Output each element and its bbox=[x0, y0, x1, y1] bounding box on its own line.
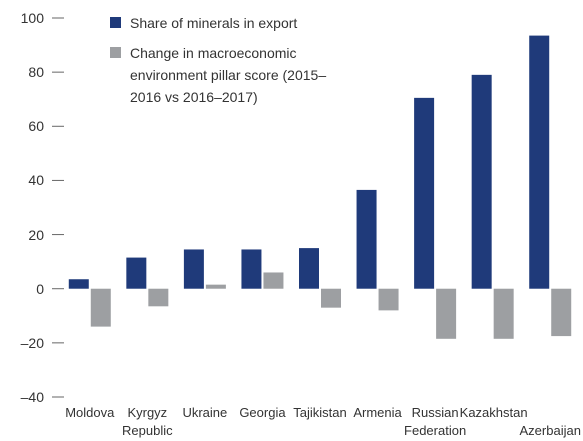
y-tick-label: 20 bbox=[28, 226, 44, 243]
bar bbox=[241, 249, 262, 289]
y-tick-label: 80 bbox=[28, 64, 44, 81]
x-tick-label: Kazakhstan bbox=[459, 405, 528, 420]
y-tick-label: 40 bbox=[28, 172, 44, 189]
x-tick-label: Kyrgyz Republic bbox=[122, 405, 173, 438]
bar bbox=[529, 35, 550, 289]
x-tick-label: Azerbaijan bbox=[519, 423, 581, 438]
bar bbox=[263, 272, 284, 289]
bar bbox=[183, 249, 204, 289]
bar bbox=[148, 288, 169, 307]
bar bbox=[126, 257, 147, 289]
bar bbox=[436, 288, 457, 339]
y-tick-label: 100 bbox=[20, 10, 44, 26]
y-tick-label: 0 bbox=[36, 280, 44, 297]
bar bbox=[299, 248, 319, 289]
bar bbox=[551, 288, 572, 337]
bar bbox=[493, 288, 514, 339]
bar bbox=[205, 284, 226, 289]
x-tick-label: Tajikistan bbox=[293, 405, 347, 420]
bar bbox=[414, 97, 435, 289]
legend-swatch bbox=[110, 17, 121, 28]
y-tick-label: 60 bbox=[28, 118, 44, 135]
x-tick-label: Ukraine bbox=[182, 405, 228, 420]
bar bbox=[378, 288, 399, 311]
x-tick-label: Armenia bbox=[353, 405, 402, 420]
bar bbox=[68, 279, 89, 289]
legend-label: Share of minerals in export bbox=[130, 15, 298, 31]
bar bbox=[321, 288, 341, 308]
x-tick-label: Russian Federation bbox=[404, 405, 467, 438]
bar bbox=[356, 189, 377, 289]
y-tick-label: –20 bbox=[20, 334, 44, 351]
bar bbox=[471, 74, 492, 289]
x-tick-label: Moldova bbox=[65, 405, 115, 420]
legend-swatch bbox=[110, 47, 121, 58]
bar bbox=[90, 288, 111, 327]
legend-label: Change in macroeconomic environment pill… bbox=[130, 45, 327, 105]
y-tick-label: –40 bbox=[20, 389, 44, 405]
x-tick-label: Georgia bbox=[239, 405, 286, 420]
